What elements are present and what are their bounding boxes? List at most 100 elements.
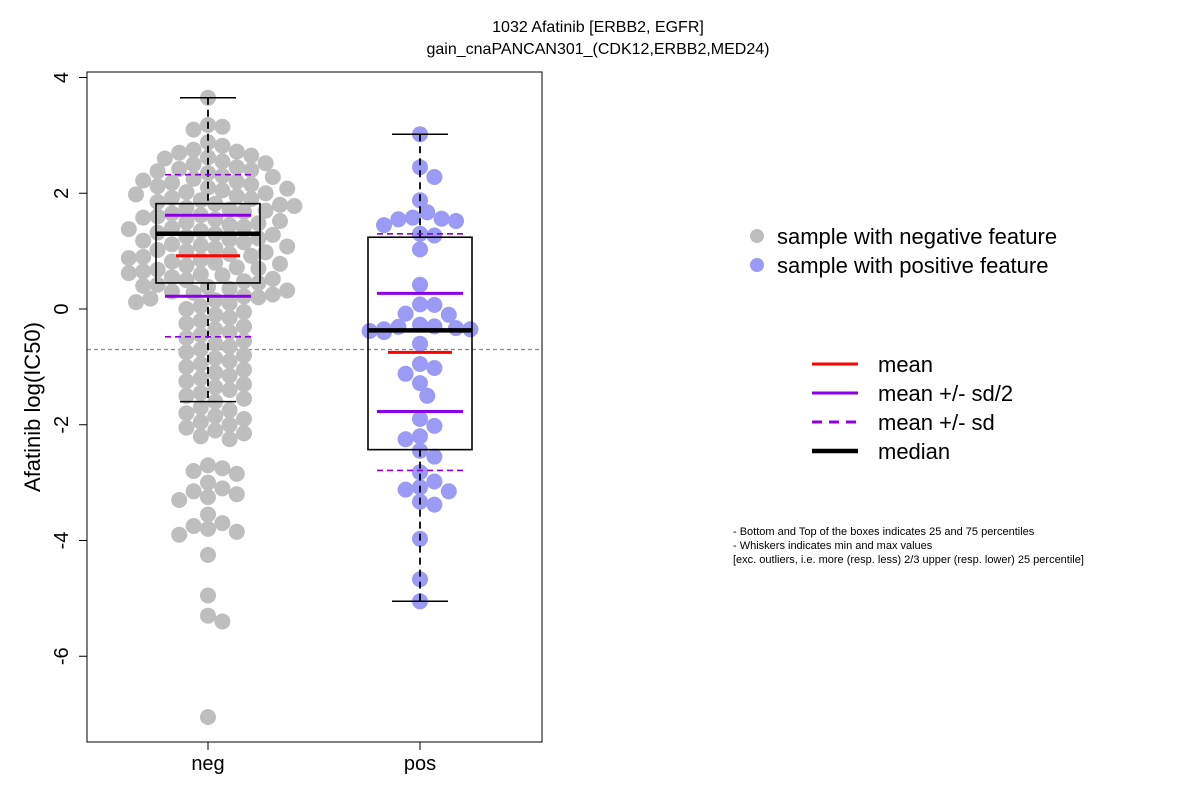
data-point-neg-115: [178, 315, 195, 332]
data-point-neg-91: [264, 270, 281, 287]
data-point-pos-17: [440, 306, 457, 323]
chart-title-group: 1032 Afatinib [ERBB2, EGFR] gain_cnaPANC…: [427, 19, 770, 58]
data-point-neg-11: [156, 150, 173, 167]
data-point-neg-160: [214, 480, 231, 497]
data-point-neg-122: [207, 335, 224, 352]
data-point-neg-74: [221, 246, 238, 262]
data-point-neg-90: [164, 269, 180, 286]
data-point-neg-174: [214, 613, 231, 630]
data-point-neg-70: [207, 240, 224, 257]
data-point-neg-83: [228, 259, 245, 276]
data-point-neg-162: [228, 486, 245, 503]
data-point-neg-127: [207, 350, 224, 367]
data-point-neg-146: [207, 408, 224, 425]
data-point-neg-139: [192, 384, 209, 401]
data-point-neg-85: [149, 261, 166, 278]
data-point-neg-123: [221, 338, 238, 355]
data-point-pos-26: [412, 335, 428, 352]
data-point-neg-33: [128, 186, 144, 203]
legend-point-marker-0: [750, 229, 764, 243]
data-point-neg-173: [200, 607, 216, 624]
data-point-neg-108: [221, 295, 238, 312]
data-point-neg-10: [200, 149, 216, 166]
notes: - Bottom and Top of the boxes indicates …: [733, 526, 1084, 566]
legend-line-label-0: mean: [878, 352, 933, 377]
data-point-neg-16: [171, 160, 188, 177]
data-point-neg-93: [236, 273, 252, 290]
data-point-neg-119: [192, 327, 209, 343]
y-tick-label-4: -4: [51, 532, 73, 550]
data-point-neg-132: [207, 364, 224, 381]
neg-box: [155, 202, 261, 284]
data-point-neg-158: [228, 465, 245, 482]
data-point-pos-9: [376, 217, 392, 234]
legend: sample with negative feature sample with …: [750, 224, 1057, 464]
note-line-1: - Whiskers indicates min and max values: [733, 540, 933, 552]
data-point-neg-48: [149, 208, 166, 225]
data-point-neg-77: [120, 250, 137, 267]
data-point-neg-26: [243, 176, 260, 193]
data-point-neg-145: [178, 405, 195, 422]
legend-point-marker-1: [750, 258, 764, 272]
data-point-neg-23: [135, 172, 152, 189]
data-point-neg-172: [200, 587, 216, 604]
data-point-neg-82: [178, 257, 195, 274]
data-point-neg-171: [200, 547, 216, 563]
data-point-neg-99: [279, 282, 296, 299]
data-point-neg-88: [192, 266, 209, 283]
data-point-neg-8: [171, 144, 188, 161]
data-point-neg-31: [178, 184, 195, 201]
data-point-neg-34: [228, 188, 245, 205]
legend-point-label-1: sample with positive feature: [777, 253, 1048, 278]
data-point-neg-121: [236, 332, 252, 349]
data-point-neg-113: [221, 309, 238, 326]
data-point-neg-75: [243, 247, 260, 264]
data-point-neg-106: [207, 292, 224, 309]
data-point-neg-81: [272, 255, 288, 272]
data-point-neg-41: [286, 198, 303, 214]
data-point-neg-43: [221, 201, 238, 218]
data-point-neg-164: [171, 492, 188, 508]
data-point-neg-170: [171, 526, 188, 543]
data-point-neg-3: [185, 121, 202, 138]
data-point-pos-28: [426, 360, 443, 376]
data-point-neg-148: [192, 413, 209, 430]
data-point-pos-2: [426, 169, 443, 185]
data-point-pos-32: [412, 411, 428, 427]
data-point-pos-16: [397, 305, 414, 322]
legend-line-label-3: median: [878, 439, 950, 464]
data-point-neg-159: [200, 474, 216, 491]
data-point-neg-79: [164, 253, 180, 270]
data-point-neg-126: [236, 347, 252, 364]
data-point-neg-45: [236, 203, 252, 220]
data-point-neg-161: [185, 483, 202, 500]
data-point-neg-61: [264, 226, 281, 243]
x-tick-label-neg: neg: [191, 753, 224, 775]
data-point-neg-44: [257, 202, 274, 219]
data-point-neg-24: [228, 173, 245, 190]
data-point-neg-116: [236, 318, 252, 335]
data-point-neg-15: [228, 159, 245, 176]
data-point-neg-138: [221, 382, 238, 398]
data-point-neg-111: [236, 303, 252, 320]
data-point-neg-95: [149, 276, 166, 293]
legend-line-label-1: mean +/- sd/2: [878, 381, 1013, 406]
y-tick-label-0: 4: [51, 72, 73, 83]
data-point-neg-102: [264, 286, 281, 303]
data-point-neg-29: [279, 180, 296, 197]
legend-point-label-0: sample with negative feature: [777, 224, 1057, 249]
data-point-pos-35: [397, 431, 414, 448]
data-point-pos-37: [426, 448, 443, 465]
data-point-neg-141: [236, 390, 252, 407]
data-point-neg-46: [164, 205, 180, 222]
chart-subtitle: gain_cnaPANCAN301_(CDK12,ERBB2,MED24): [427, 41, 770, 58]
note-line-2: [exc. outliers, i.e. more (resp. less) 2…: [733, 554, 1084, 566]
legend-line-label-2: mean +/- sd: [878, 410, 995, 435]
chart-title: 1032 Afatinib [ERBB2, EGFR]: [492, 19, 704, 36]
note-line-0: - Bottom and Top of the boxes indicates …: [733, 526, 1035, 538]
data-point-neg-35: [164, 189, 180, 206]
data-point-neg-168: [200, 520, 216, 537]
data-point-pos-29: [397, 365, 414, 382]
data-point-neg-98: [221, 280, 238, 297]
data-point-neg-110: [178, 301, 195, 317]
